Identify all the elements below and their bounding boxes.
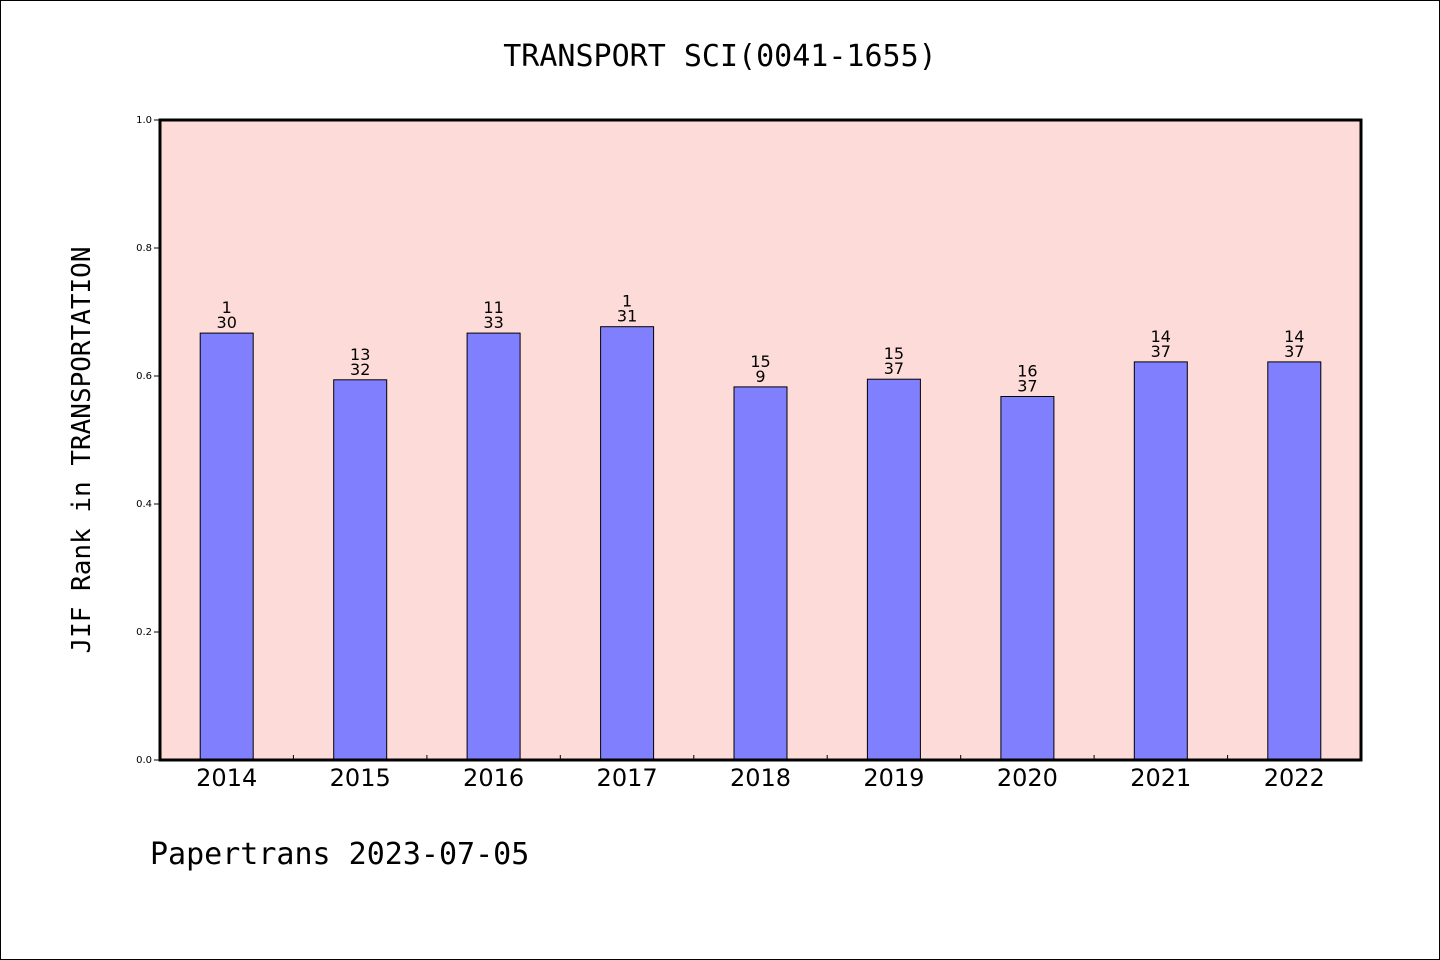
bar-2014 (199, 332, 254, 761)
x-tick-label-2022: 2022 (1264, 764, 1325, 792)
x-tick-label-2021: 2021 (1130, 764, 1191, 792)
x-tick-label-2018: 2018 (730, 764, 791, 792)
bar-label-bottom-2022: 37 (1284, 342, 1304, 361)
bar-label-bottom-2016: 33 (483, 313, 503, 332)
y-tick-label-0.6: 0.6 (136, 371, 152, 382)
bar-label-top-2019: 15 (884, 344, 904, 363)
bar-2019 (866, 378, 921, 761)
y-tick-label-0.8: 0.8 (136, 243, 152, 254)
plot-border (158, 118, 1363, 762)
x-tick-label-2014: 2014 (196, 764, 257, 792)
x-tick-label-2015: 2015 (330, 764, 391, 792)
bar-label-bottom-2019: 37 (884, 359, 904, 378)
x-tick-label-2016: 2016 (463, 764, 524, 792)
chart-title: TRANSPORT SCI(0041-1655) (503, 39, 936, 74)
y-axis-label: JIF Rank in TRANSPORTATION (67, 247, 97, 654)
bar-2020 (1000, 396, 1055, 761)
y-tick-label-0.0: 0.0 (136, 755, 152, 766)
bar-label-bottom-2021: 37 (1151, 342, 1171, 361)
x-tick-label-2019: 2019 (863, 764, 924, 792)
bar-2021 (1133, 361, 1188, 761)
bar-label-top-2017: 1 (622, 292, 632, 311)
bar-label-top-2016: 11 (483, 298, 503, 317)
footer-text: Papertrans 2023-07-05 (150, 837, 529, 872)
y-tick-label-0.2: 0.2 (136, 627, 152, 638)
x-tick-label-2020: 2020 (997, 764, 1058, 792)
bar-label-top-2021: 14 (1151, 327, 1171, 346)
bar-label-bottom-2014: 30 (217, 313, 237, 332)
y-axis: 0.0 0.2 0.4 0.6 0.8 1.0 (136, 115, 160, 766)
bar-label-bottom-2020: 37 (1017, 377, 1037, 396)
bar-label-top-2020: 16 (1017, 362, 1037, 381)
bar-label-bottom-2017: 31 (617, 307, 637, 326)
bar-2017 (600, 326, 655, 761)
bars-group (199, 326, 1322, 761)
bar-2016 (466, 332, 521, 761)
bar-2018 (733, 386, 788, 761)
y-tick-label-0.4: 0.4 (136, 499, 152, 510)
y-tick-label-1.0: 1.0 (136, 115, 152, 126)
x-axis: 2014 2015 2016 2017 2018 2019 2020 2021 2022 (196, 755, 1325, 792)
x-tick-label-2017: 2017 (597, 764, 658, 792)
bar-label-top-2015: 13 (350, 345, 370, 364)
bar-label-top-2018: 15 (750, 352, 770, 371)
bar-2022 (1267, 361, 1322, 761)
bar-2015 (333, 379, 388, 761)
bar-label-top-2014: 1 (222, 298, 232, 317)
bar-label-bottom-2018: 9 (755, 367, 765, 386)
bar-label-bottom-2015: 32 (350, 360, 370, 379)
bar-label-top-2022: 14 (1284, 327, 1304, 346)
